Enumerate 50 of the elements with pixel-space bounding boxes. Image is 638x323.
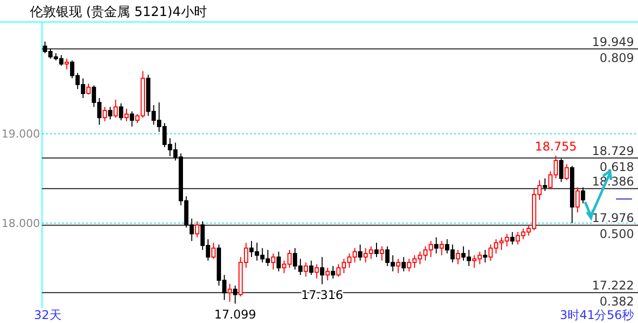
- candlestick: [108, 106, 112, 120]
- candlestick: [542, 178, 548, 192]
- candlestick: [228, 283, 232, 302]
- candlestick: [396, 258, 400, 274]
- candlestick: [440, 240, 444, 256]
- y-tick-label: 19.000: [2, 128, 40, 141]
- candlestick: [102, 106, 107, 122]
- annotation: 0.618: [600, 160, 634, 174]
- candlestick: [64, 58, 69, 70]
- annotation: 0.809: [600, 50, 634, 65]
- annotation: 3时41分56秒: [560, 308, 634, 322]
- candlestick: [118, 102, 124, 121]
- candlestick: [233, 285, 238, 304]
- candlestick: [271, 252, 276, 270]
- candlestick: [130, 110, 134, 128]
- candlestick: [358, 244, 362, 262]
- candlestick: [124, 108, 129, 122]
- candlestick: [114, 99, 118, 118]
- candlestick: [309, 260, 314, 276]
- candlestick: [483, 249, 488, 263]
- candlestick: [320, 256, 324, 285]
- candlestick: [559, 158, 564, 182]
- ref-line-label: 17.976: [592, 211, 634, 226]
- annotation: 17.099: [214, 308, 256, 322]
- ref-line-label: 17.222: [592, 278, 634, 293]
- chart-title: 伦敦银现 (贵金属 5121)4小时: [30, 5, 207, 20]
- candlestick: [195, 220, 200, 238]
- candlestick: [434, 236, 438, 254]
- ref-line-label: 18.729: [592, 144, 634, 158]
- candlestick: [325, 267, 330, 281]
- candlestick: [86, 83, 91, 95]
- candlestick: [575, 186, 580, 213]
- candlestick: [304, 262, 308, 278]
- annotation: 32天: [34, 308, 62, 322]
- candlestick: [374, 242, 379, 258]
- candlestick: [510, 232, 514, 246]
- candlestick: [330, 265, 336, 280]
- annotation: 0.500: [600, 227, 634, 242]
- candlestick: [211, 242, 216, 260]
- candlestick: [564, 164, 569, 181]
- candlestick: [276, 251, 281, 272]
- candlestick: [314, 264, 319, 280]
- ref-line-label: 19.949: [592, 34, 634, 49]
- candlestick: [580, 186, 586, 204]
- y-tick-label: 18.000: [2, 217, 40, 230]
- annotation: 0.382: [600, 294, 634, 309]
- candlestick: [456, 249, 460, 265]
- annotation: 18.755: [534, 140, 577, 154]
- candlestick: [402, 256, 406, 272]
- candlestick: [380, 246, 384, 262]
